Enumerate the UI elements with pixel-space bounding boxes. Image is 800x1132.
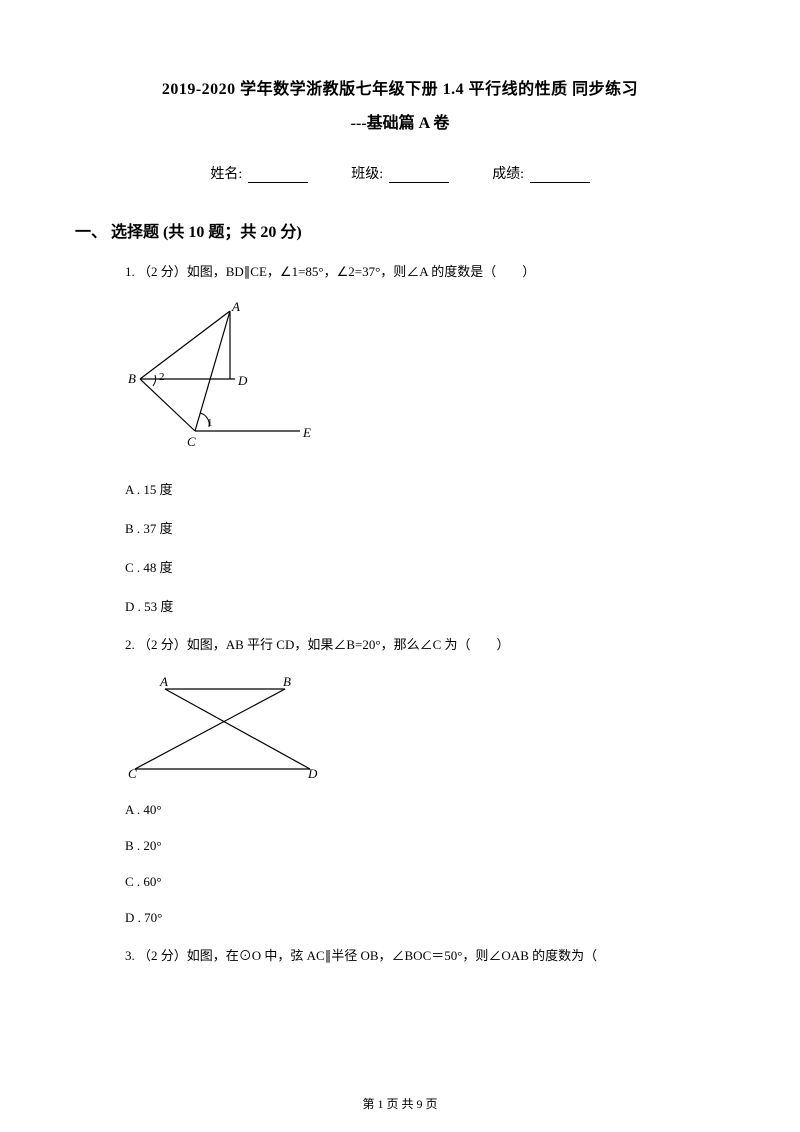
question-2-option-d: D . 70° [125,910,725,926]
triangle-diagram-1: A B D C E 2 1 [125,301,315,456]
svg-text:D: D [237,373,248,388]
name-label: 姓名: [210,163,242,183]
question-2-diagram: A B C D [125,674,725,784]
score-label: 成绩: [492,163,524,183]
question-2-option-b: B . 20° [125,838,725,854]
parallel-lines-diagram: A B C D [125,674,325,779]
student-info-row: 姓名: 班级: 成绩: [75,163,725,183]
svg-text:B: B [283,674,291,689]
page-footer: 第 1 页 共 9 页 [0,1095,800,1112]
svg-text:A: A [231,301,240,314]
class-blank [389,182,449,183]
question-1-option-d: D . 53 度 [125,596,725,615]
title-line1: 2019-2020 学年数学浙教版七年级下册 1.4 平行线的性质 同步练习 [75,75,725,99]
title-line2: ---基础篇 A 卷 [75,109,725,133]
question-2-option-a: A . 40° [125,802,725,818]
question-3-text: 3. （2 分）如图，在⊙O 中，弦 AC∥半径 OB，∠BOC＝50°，则∠O… [125,946,725,967]
score-blank [530,182,590,183]
svg-text:C: C [187,434,196,449]
question-1-option-a: A . 15 度 [125,479,725,498]
svg-text:2: 2 [159,371,165,383]
question-1-diagram: A B D C E 2 1 [125,301,725,461]
class-label: 班级: [351,163,383,183]
svg-text:D: D [307,766,318,779]
svg-text:1: 1 [207,417,213,429]
question-2-option-c: C . 60° [125,874,725,890]
question-2-text: 2. （2 分）如图，AB 平行 CD，如果∠B=20°，那么∠C 为（ ） [125,635,725,656]
svg-text:C: C [128,766,137,779]
svg-text:B: B [128,371,136,386]
svg-text:E: E [302,425,311,440]
question-1-option-b: B . 37 度 [125,518,725,537]
question-1-text: 1. （2 分）如图，BD∥CE，∠1=85°，∠2=37°，则∠A 的度数是（… [125,262,725,283]
section-header: 一、 选择题 (共 10 题；共 20 分) [75,218,725,242]
question-1-option-c: C . 48 度 [125,557,725,576]
svg-text:A: A [159,674,168,689]
name-blank [248,182,308,183]
